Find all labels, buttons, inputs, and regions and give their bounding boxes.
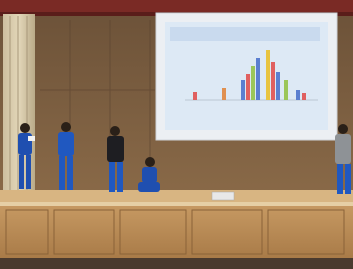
stage-edge bbox=[0, 202, 353, 206]
slide-bar bbox=[302, 93, 306, 100]
student bbox=[335, 124, 351, 194]
stage-floor bbox=[0, 190, 353, 204]
slide-bar bbox=[284, 80, 288, 100]
page: {} bbox=[0, 0, 353, 269]
slide-bar bbox=[193, 92, 197, 100]
stage-photo bbox=[0, 0, 353, 269]
slide-bar bbox=[251, 66, 255, 100]
slide-bar bbox=[241, 80, 245, 100]
slide-bar bbox=[276, 72, 280, 100]
slide-bar bbox=[256, 58, 260, 100]
slide-bar bbox=[266, 50, 270, 100]
stage-front bbox=[0, 204, 353, 258]
slide-bar bbox=[271, 62, 275, 100]
top-curtain bbox=[0, 0, 353, 14]
slide-bar bbox=[296, 90, 300, 100]
audience-floor bbox=[0, 258, 353, 269]
speaker bbox=[212, 192, 234, 200]
slide-bar bbox=[246, 74, 250, 100]
slide-title-area bbox=[170, 27, 320, 41]
slide-bar bbox=[222, 88, 226, 100]
